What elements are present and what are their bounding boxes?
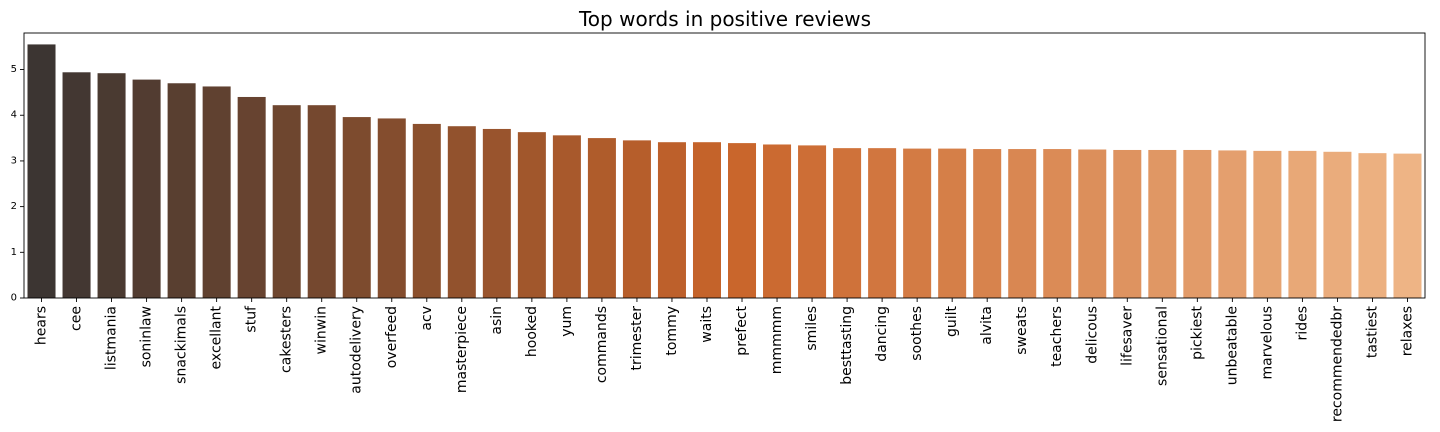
x-tick-label: recommendedbr xyxy=(1329,306,1345,422)
bar-mmmmm xyxy=(763,144,792,298)
x-tick-label: alvita xyxy=(979,306,995,345)
bar-snackimals xyxy=(167,83,196,298)
x-tick-label: rides xyxy=(1294,306,1310,340)
bar-soninlaw xyxy=(132,79,161,298)
x-tick-label: asin xyxy=(489,306,505,335)
bar-acv xyxy=(412,123,441,298)
bar-prefect xyxy=(728,143,757,298)
bar-marvelous xyxy=(1253,150,1282,298)
bar-asin xyxy=(482,128,511,298)
plot-frame xyxy=(23,32,1426,299)
y-tick-label: 0 xyxy=(11,293,17,304)
bar-autodelivery xyxy=(342,117,371,298)
bar-cee xyxy=(62,72,91,298)
x-tick-label: sensational xyxy=(1154,306,1170,386)
bar-hears xyxy=(27,44,56,298)
x-tick-label: trimester xyxy=(629,306,645,371)
x-tick-label: unbeatable xyxy=(1224,306,1240,385)
bar-unbeatable xyxy=(1218,150,1247,298)
x-tick-label: pickiest xyxy=(1189,305,1205,359)
x-tick-label: soothes xyxy=(909,306,925,361)
y-axis: 0 1 2 3 4 5 xyxy=(11,64,24,304)
x-tick-label: cakesters xyxy=(279,306,295,373)
bar-masterpiece xyxy=(447,126,476,299)
x-tick-label: tommy xyxy=(664,306,680,356)
bar-yum xyxy=(552,135,581,298)
x-tick-label: besttasting xyxy=(839,306,855,385)
x-tick-label: marvelous xyxy=(1259,306,1275,380)
bar-trimester xyxy=(622,140,651,298)
bar-pickiest xyxy=(1183,149,1212,298)
y-tick-label: 2 xyxy=(11,201,17,212)
bar-commands xyxy=(587,138,616,298)
bar-soothes xyxy=(903,148,932,298)
x-tick-label: soninlaw xyxy=(139,306,155,367)
x-tick-label: smiles xyxy=(804,306,820,351)
x-tick-label: lifesaver xyxy=(1119,306,1135,366)
bar-excellant xyxy=(202,86,231,299)
bar-sensational xyxy=(1148,149,1177,298)
x-tick-label: sweats xyxy=(1014,306,1030,355)
bar-waits xyxy=(692,142,721,298)
bar-alvita xyxy=(973,149,1002,298)
x-tick-label: stuf xyxy=(244,305,260,333)
bar-listmania xyxy=(97,73,126,299)
bar-rides xyxy=(1288,150,1317,298)
bar-cakesters xyxy=(272,105,301,298)
x-axis: hears cee listmania soninlaw snackimals excel… xyxy=(34,298,1415,422)
x-tick-label: guilt xyxy=(944,305,960,337)
bars-group xyxy=(27,44,1422,299)
bar-delicous xyxy=(1078,149,1107,298)
x-tick-label: cee xyxy=(69,306,85,331)
x-tick-label: snackimals xyxy=(174,306,190,384)
x-tick-label: acv xyxy=(419,306,435,331)
bar-stuf xyxy=(237,96,266,298)
x-tick-label: autodelivery xyxy=(349,306,365,394)
x-tick-label: hears xyxy=(34,306,50,345)
bar-tommy xyxy=(657,142,686,298)
y-tick-label: 4 xyxy=(11,110,17,121)
x-tick-label: teachers xyxy=(1049,306,1065,367)
bar-teachers xyxy=(1043,149,1072,298)
bar-tastiest xyxy=(1358,153,1387,298)
bar-lifesaver xyxy=(1113,149,1142,298)
x-tick-label: delicous xyxy=(1084,306,1100,364)
bar-relaxes xyxy=(1393,153,1422,298)
x-tick-label: tastiest xyxy=(1364,305,1380,358)
x-tick-label: waits xyxy=(699,306,715,343)
x-tick-label: excellant xyxy=(209,305,225,369)
bar-overfeed xyxy=(377,118,406,298)
bar-hooked xyxy=(517,132,546,298)
bar-sweats xyxy=(1008,149,1037,298)
x-tick-label: commands xyxy=(594,306,610,383)
x-tick-label: winwin xyxy=(314,306,330,354)
x-tick-label: dancing xyxy=(874,306,890,362)
x-tick-label: listmania xyxy=(104,306,120,370)
y-tick-label: 1 xyxy=(11,247,17,258)
y-tick-label: 5 xyxy=(11,64,17,75)
chart-title: Top words in positive reviews xyxy=(578,7,871,31)
bar-smiles xyxy=(798,145,827,298)
y-tick-label: 3 xyxy=(11,155,17,166)
bar-guilt xyxy=(938,148,967,298)
bar-besttasting xyxy=(833,148,862,298)
x-tick-label: masterpiece xyxy=(454,306,470,393)
x-tick-label: yum xyxy=(559,306,575,337)
x-tick-label: prefect xyxy=(734,306,750,356)
x-tick-label: mmmmm xyxy=(769,306,785,374)
x-tick-label: hooked xyxy=(524,306,540,357)
bar-recommendedbr xyxy=(1323,151,1352,298)
bar-winwin xyxy=(307,105,336,298)
x-tick-label: relaxes xyxy=(1399,306,1415,356)
bar-dancing xyxy=(868,148,897,298)
x-tick-label: overfeed xyxy=(384,306,400,368)
